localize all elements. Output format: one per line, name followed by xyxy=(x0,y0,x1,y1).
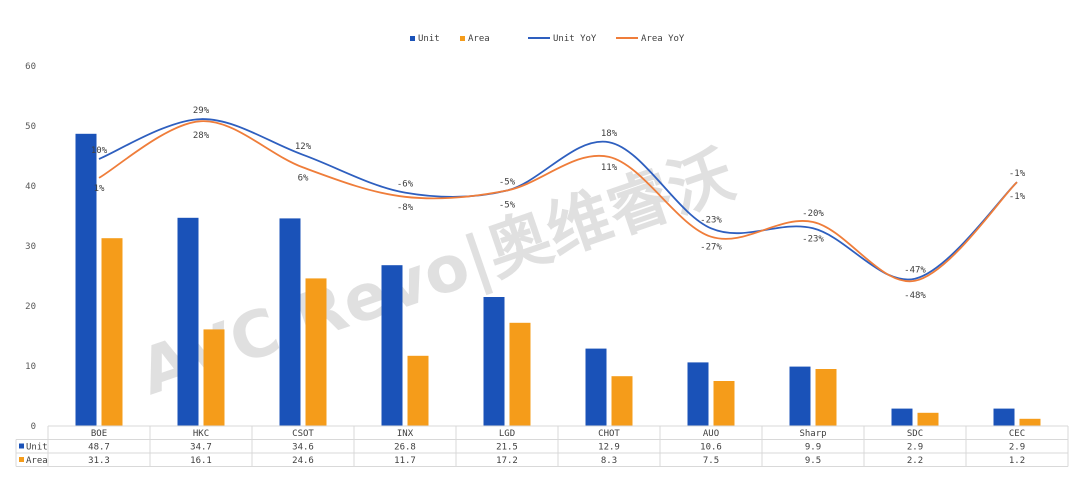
yoy-lines xyxy=(98,118,1018,283)
area-yoy-label: 1% xyxy=(94,184,105,194)
area-yoy-label: 6% xyxy=(298,173,309,183)
unit-yoy-line xyxy=(98,118,1018,281)
category-label: LGD xyxy=(499,429,515,439)
unit-bar-lgd xyxy=(483,297,505,426)
unit-value-cell: 2.9 xyxy=(907,443,923,453)
area-value-cell: 9.5 xyxy=(805,456,821,466)
area-value-cell: 2.2 xyxy=(907,456,923,466)
area-yoy-label: -27% xyxy=(700,243,722,253)
area-value-cell: 24.6 xyxy=(292,456,314,466)
legend-swatch xyxy=(410,36,415,41)
area-yoy-label: -1% xyxy=(1009,192,1026,202)
unit-bar-cec xyxy=(993,408,1015,426)
area-yoy-label: 28% xyxy=(193,131,210,141)
legend-entry: Unit xyxy=(418,34,440,44)
category-label: Sharp xyxy=(799,429,826,439)
area-value-cell: 7.5 xyxy=(703,456,719,466)
area-value-cell: 1.2 xyxy=(1009,456,1025,466)
table-legend-key xyxy=(19,457,24,462)
area-value-cell: 8.3 xyxy=(601,456,617,466)
area-bar-cec xyxy=(1019,418,1041,426)
unit-value-cell: 10.6 xyxy=(700,443,722,453)
unit-bar-auo xyxy=(687,362,709,426)
y-axis: 0 10 20 30 40 50 60 xyxy=(25,62,36,432)
unit-yoy-label: 18% xyxy=(601,129,618,139)
unit-bar-sdc xyxy=(891,408,913,426)
area-bar-csot xyxy=(305,278,327,426)
area-bar-inx xyxy=(407,355,429,426)
category-label: CSOT xyxy=(292,429,314,439)
area-bar-hkc xyxy=(203,329,225,426)
unit-value-cell: 9.9 xyxy=(805,443,821,453)
unit-bar-chot xyxy=(585,348,607,426)
unit-bar-sharp xyxy=(789,366,811,426)
unit-bar-boe xyxy=(75,133,97,427)
y-tick-label: 20 xyxy=(25,302,36,312)
category-label: BOE xyxy=(91,429,107,439)
unit-yoy-label: -1% xyxy=(1009,169,1026,179)
unit-yoy-label: -23% xyxy=(802,234,824,244)
y-tick-label: 60 xyxy=(25,62,36,72)
area-bar-auo xyxy=(713,381,735,426)
y-tick-label: 0 xyxy=(31,422,36,432)
area-yoy-label: 11% xyxy=(601,163,618,173)
area-yoy-label: -48% xyxy=(904,291,926,301)
category-label: CEC xyxy=(1009,429,1025,439)
area-value-cell: 31.3 xyxy=(88,456,110,466)
unit-value-cell: 12.9 xyxy=(598,443,620,453)
unit-value-cell: 34.7 xyxy=(190,443,212,453)
yoy-labels: 10% 1% 29% 28% 12% 6% -6% -8% -5% -5% 18% 11% -23% -2… xyxy=(91,106,1026,301)
unit-bar-inx xyxy=(381,265,403,426)
unit-yoy-label: 12% xyxy=(295,142,312,152)
area-yoy-line xyxy=(98,120,1018,283)
area-bar-sharp xyxy=(815,369,837,426)
table-row-header: Unit xyxy=(26,443,48,453)
unit-bar-hkc xyxy=(177,217,199,426)
unit-value-cell: 34.6 xyxy=(292,443,314,453)
category-label: SDC xyxy=(907,429,923,439)
unit-yoy-label: -5% xyxy=(499,178,516,188)
legend-entry: Unit YoY xyxy=(553,34,597,44)
unit-value-cell: 21.5 xyxy=(496,443,518,453)
area-bar-sdc xyxy=(917,412,939,426)
category-label: CHOT xyxy=(598,429,620,439)
area-bar-chot xyxy=(611,376,633,426)
bar-series xyxy=(75,133,1041,427)
legend: Unit Area Unit YoY Area YoY xyxy=(410,34,685,44)
unit-value-cell: 2.9 xyxy=(1009,443,1025,453)
legend-swatch xyxy=(460,36,465,41)
area-value-cell: 16.1 xyxy=(190,456,212,466)
unit-yoy-label: -23% xyxy=(700,215,722,225)
area-bar-lgd xyxy=(509,322,531,426)
y-tick-label: 50 xyxy=(25,122,36,132)
legend-entry: Area xyxy=(468,34,490,44)
unit-yoy-label: 10% xyxy=(91,146,108,156)
area-value-cell: 11.7 xyxy=(394,456,416,466)
data-table: BOE 48.7 31.3 HKC 34.7 16.1 CSOT 34.6 24.6 INX 26.… xyxy=(15,425,1069,467)
area-bar-boe xyxy=(101,238,123,426)
category-label: AUO xyxy=(703,429,719,439)
category-label: INX xyxy=(397,429,414,439)
legend-entry: Area YoY xyxy=(641,34,685,44)
y-tick-label: 40 xyxy=(25,182,36,192)
table-row-header: Area xyxy=(26,456,48,466)
unit-bar-csot xyxy=(279,218,301,426)
table-legend-key xyxy=(19,443,24,449)
y-tick-label: 30 xyxy=(25,242,36,252)
area-value-cell: 17.2 xyxy=(496,456,518,466)
unit-yoy-label: -47% xyxy=(904,266,926,276)
area-yoy-label: -5% xyxy=(499,201,516,211)
unit-yoy-label: 29% xyxy=(193,106,210,116)
area-yoy-label: -20% xyxy=(802,209,824,219)
unit-yoy-label: -6% xyxy=(397,180,414,190)
area-yoy-label: -8% xyxy=(397,203,414,213)
unit-value-cell: 26.8 xyxy=(394,443,416,453)
unit-value-cell: 48.7 xyxy=(88,443,110,453)
y-tick-label: 10 xyxy=(25,362,36,372)
category-label: HKC xyxy=(193,429,209,439)
